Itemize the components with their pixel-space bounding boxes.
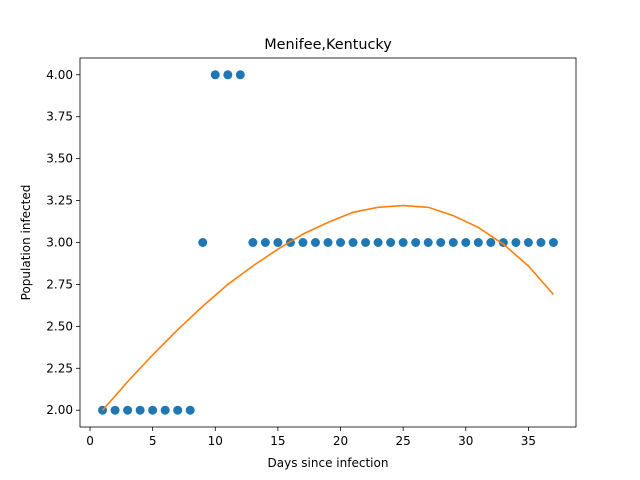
- data-point: [160, 405, 170, 415]
- fit-curve: [101, 204, 555, 411]
- data-point: [223, 70, 233, 80]
- data-point: [411, 238, 421, 247]
- data-point: [336, 238, 346, 247]
- data-point: [461, 238, 471, 247]
- y-tick-label: 3.25: [46, 194, 73, 208]
- data-point: [386, 238, 396, 247]
- data-point: [273, 238, 283, 247]
- data-point: [123, 405, 133, 415]
- data-point: [148, 405, 158, 415]
- x-tick-label: 30: [458, 434, 473, 448]
- data-point: [185, 405, 195, 415]
- data-point: [248, 238, 258, 247]
- data-point: [448, 238, 458, 247]
- plot-area: [98, 70, 558, 415]
- x-tick-label: 15: [270, 434, 285, 448]
- data-point: [398, 238, 408, 247]
- y-tick-label: 2.00: [46, 403, 73, 417]
- data-point: [536, 238, 546, 247]
- data-point: [473, 238, 483, 247]
- data-point: [310, 238, 320, 247]
- data-point: [110, 405, 120, 415]
- data-point: [235, 70, 245, 80]
- data-point: [173, 405, 183, 415]
- x-tick-label: 20: [333, 434, 348, 448]
- data-point: [260, 238, 270, 247]
- data-point: [135, 405, 145, 415]
- data-point: [373, 238, 383, 247]
- data-point: [511, 238, 521, 247]
- x-tick-label: 35: [521, 434, 536, 448]
- x-tick-label: 10: [208, 434, 223, 448]
- chart-title: Menifee,Kentucky: [264, 37, 392, 53]
- y-tick-label: 3.75: [46, 110, 73, 124]
- y-tick-label: 2.50: [46, 319, 73, 333]
- data-point: [486, 238, 496, 247]
- data-point: [198, 238, 208, 247]
- data-point: [323, 238, 333, 247]
- x-axis-label: Days since infection: [268, 456, 389, 470]
- data-point: [548, 238, 558, 247]
- data-point: [210, 70, 220, 80]
- data-point: [348, 238, 358, 247]
- x-tick-label: 0: [86, 434, 94, 448]
- x-tick-label: 5: [149, 434, 157, 448]
- y-axis-label: Population infected: [19, 185, 33, 301]
- x-tick-label: 25: [396, 434, 411, 448]
- data-point: [498, 238, 508, 247]
- data-point: [298, 238, 308, 247]
- y-tick-label: 3.00: [46, 236, 73, 250]
- x-axis: 0 5 10 15 20 25 30 35: [86, 427, 536, 448]
- data-point: [523, 238, 533, 247]
- y-tick-label: 2.75: [46, 277, 73, 291]
- y-tick-label: 2.25: [46, 361, 73, 375]
- data-point: [436, 238, 446, 247]
- y-tick-label: 3.50: [46, 152, 73, 166]
- y-tick-label: 4.00: [46, 68, 73, 82]
- data-point: [423, 238, 433, 247]
- data-point: [361, 238, 371, 247]
- y-axis: 2.00 2.25 2.50 2.75 3.00 3.25 3.50 3.75 4.00: [46, 68, 80, 417]
